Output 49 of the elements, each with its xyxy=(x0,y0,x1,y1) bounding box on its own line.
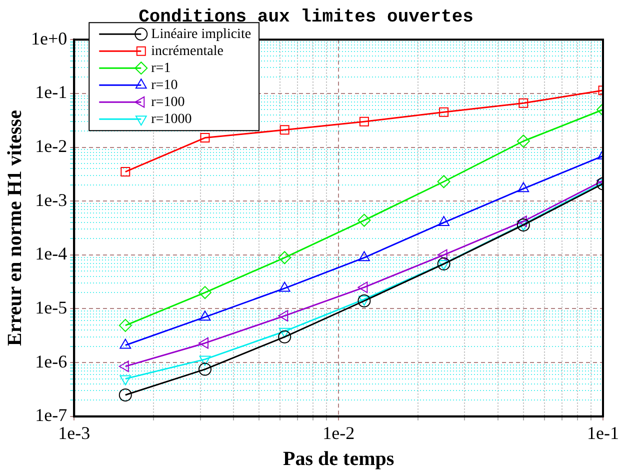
legend-label: r=100 xyxy=(151,94,185,110)
y-tick-label: 1e-3 xyxy=(35,190,68,210)
point xyxy=(198,286,212,300)
y-tick-label: 1e-4 xyxy=(35,244,68,264)
point xyxy=(359,116,369,126)
point xyxy=(280,125,290,135)
y-tick-label: 1e-5 xyxy=(35,297,68,318)
point xyxy=(120,167,130,177)
x-tick-label: 1e-1 xyxy=(587,422,619,443)
point xyxy=(278,251,292,264)
point xyxy=(438,216,450,226)
point xyxy=(358,251,370,262)
point xyxy=(516,216,527,228)
x-tick-label: 1e-3 xyxy=(58,422,90,443)
x-tick-label: 1e-2 xyxy=(322,422,355,443)
point xyxy=(358,214,371,227)
point xyxy=(516,218,530,232)
point xyxy=(200,133,210,143)
point xyxy=(439,107,449,117)
chart-title: Conditions aux limites ouvertes xyxy=(138,7,474,28)
point xyxy=(118,318,132,332)
legend-label: r=10 xyxy=(151,78,178,93)
point xyxy=(199,356,211,366)
y-tick-label: 1e-2 xyxy=(35,136,68,156)
point xyxy=(198,362,212,376)
y-tick-label: 1e-1 xyxy=(35,82,68,102)
point xyxy=(278,328,290,338)
point xyxy=(437,257,450,270)
point xyxy=(278,330,292,344)
point xyxy=(118,388,132,402)
legend-label: r=1000 xyxy=(151,112,192,127)
point xyxy=(518,220,530,231)
point xyxy=(518,182,530,192)
y-tick-label: 1e+0 xyxy=(31,28,68,48)
point xyxy=(518,98,528,108)
point xyxy=(120,375,132,386)
point xyxy=(516,134,530,148)
y-axis-title: Erreur en norme H1 vitesse xyxy=(4,110,26,346)
legend-label: incrémentale xyxy=(151,44,224,59)
y-tick-label: 1e-7 xyxy=(35,405,68,426)
point xyxy=(278,310,288,322)
x-axis-title: Pas de temps xyxy=(283,448,394,470)
legend-label: Linéaire implicite xyxy=(151,26,252,42)
y-tick-label: 1e-6 xyxy=(35,351,68,372)
point xyxy=(358,282,368,294)
point xyxy=(199,310,211,321)
legend-label: r=1 xyxy=(151,60,171,76)
point xyxy=(437,249,448,261)
point xyxy=(437,175,450,188)
